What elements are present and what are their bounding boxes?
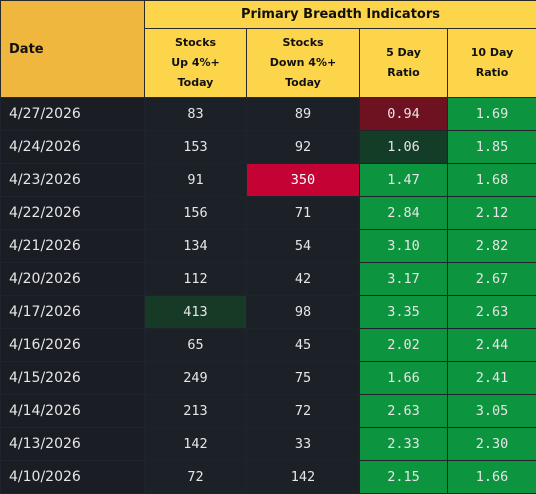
stocks-up-cell: 112 xyxy=(144,262,247,296)
stocks-up-cell: 156 xyxy=(144,196,247,230)
ten-day-ratio-cell: 1.66 xyxy=(446,460,536,494)
five-day-ratio-cell: 3.35 xyxy=(359,295,448,329)
stocks-down-cell: 75 xyxy=(246,361,360,395)
ten-day-ratio-cell: 2.63 xyxy=(446,295,536,329)
stocks-down-cell: 71 xyxy=(246,196,360,230)
ten-day-ratio-cell: 2.12 xyxy=(446,196,536,230)
five-day-ratio-cell: 3.17 xyxy=(359,262,448,296)
date-column-header[interactable]: Date xyxy=(0,0,145,98)
stocks-up-cell: 134 xyxy=(144,229,247,263)
date-cell: 4/21/2026 xyxy=(0,229,145,263)
table-header: Date Primary Breadth Indicators Stocks U… xyxy=(0,0,536,98)
primary-breadth-group-header: Primary Breadth Indicators xyxy=(143,0,536,29)
five-day-ratio-cell: 1.47 xyxy=(359,163,448,197)
five-day-ratio-cell: 2.33 xyxy=(359,427,448,461)
ten-day-ratio-cell: 1.69 xyxy=(446,97,536,131)
stocks-down-cell: 92 xyxy=(246,130,360,164)
ten-day-ratio-cell: 2.41 xyxy=(446,361,536,395)
date-cell: 4/10/2026 xyxy=(0,460,145,494)
stocks-up-column-header[interactable]: Stocks Up 4%+ Today xyxy=(144,28,247,98)
five-day-ratio-cell: 2.02 xyxy=(359,328,448,362)
five-day-ratio-cell: 2.15 xyxy=(359,460,448,494)
stocks-down-cell: 89 xyxy=(246,97,360,131)
table-row[interactable]: 4/15/2026 249 75 1.66 2.41 xyxy=(0,361,536,395)
stocks-down-cell: 54 xyxy=(246,229,360,263)
table-row[interactable]: 4/24/2026 153 92 1.06 1.85 xyxy=(0,130,536,164)
table-row[interactable]: 4/14/2026 213 72 2.63 3.05 xyxy=(0,394,536,428)
ten-day-ratio-cell: 3.05 xyxy=(446,394,536,428)
stocks-down-cell: 42 xyxy=(246,262,360,296)
stocks-up-cell: 153 xyxy=(144,130,247,164)
date-cell: 4/14/2026 xyxy=(0,394,145,428)
stocks-up-cell: 72 xyxy=(144,460,247,494)
stocks-up-cell: 413 xyxy=(144,295,247,329)
date-cell: 4/17/2026 xyxy=(0,295,145,329)
five-day-ratio-column-header[interactable]: 5 Day Ratio xyxy=(359,28,448,98)
table-row[interactable]: 4/23/2026 91 350 1.47 1.68 xyxy=(0,163,536,197)
five-day-ratio-cell: 2.84 xyxy=(359,196,448,230)
ten-day-ratio-cell: 2.82 xyxy=(446,229,536,263)
date-cell: 4/23/2026 xyxy=(0,163,145,197)
stocks-down-cell: 45 xyxy=(246,328,360,362)
date-cell: 4/27/2026 xyxy=(0,97,145,131)
table-row[interactable]: 4/17/2026 413 98 3.35 2.63 xyxy=(0,295,536,329)
table-row[interactable]: 4/27/2026 83 89 0.94 1.69 xyxy=(0,97,536,131)
table-body: 4/27/2026 83 89 0.94 1.69 4/24/2026 153 92 1.06 1… xyxy=(0,97,536,494)
stocks-up-cell: 142 xyxy=(144,427,247,461)
table-row[interactable]: 4/16/2026 65 45 2.02 2.44 xyxy=(0,328,536,362)
ten-day-ratio-cell: 2.44 xyxy=(446,328,536,362)
five-day-ratio-cell: 1.66 xyxy=(359,361,448,395)
date-cell: 4/22/2026 xyxy=(0,196,145,230)
ten-day-ratio-cell: 1.68 xyxy=(446,163,536,197)
ten-day-ratio-cell: 2.67 xyxy=(446,262,536,296)
table-row[interactable]: 4/20/2026 112 42 3.17 2.67 xyxy=(0,262,536,296)
stocks-up-cell: 65 xyxy=(144,328,247,362)
table-row[interactable]: 4/10/2026 72 142 2.15 1.66 xyxy=(0,460,536,494)
date-cell: 4/13/2026 xyxy=(0,427,145,461)
ten-day-ratio-column-header[interactable]: 10 Day Ratio xyxy=(446,28,536,98)
date-cell: 4/15/2026 xyxy=(0,361,145,395)
ten-day-ratio-cell: 1.85 xyxy=(446,130,536,164)
table-row[interactable]: 4/21/2026 134 54 3.10 2.82 xyxy=(0,229,536,263)
stocks-down-cell: 33 xyxy=(246,427,360,461)
five-day-ratio-cell: 3.10 xyxy=(359,229,448,263)
five-day-ratio-cell: 0.94 xyxy=(359,97,448,131)
stocks-down-cell: 98 xyxy=(246,295,360,329)
table-row[interactable]: 4/13/2026 142 33 2.33 2.30 xyxy=(0,427,536,461)
stocks-down-cell: 350 xyxy=(246,163,360,197)
five-day-ratio-cell: 1.06 xyxy=(359,130,448,164)
stocks-up-cell: 91 xyxy=(144,163,247,197)
stocks-up-cell: 83 xyxy=(144,97,247,131)
stocks-down-cell: 142 xyxy=(246,460,360,494)
stocks-down-cell: 72 xyxy=(246,394,360,428)
date-cell: 4/24/2026 xyxy=(0,130,145,164)
ten-day-ratio-cell: 2.30 xyxy=(446,427,536,461)
stocks-up-cell: 213 xyxy=(144,394,247,428)
table-row[interactable]: 4/22/2026 156 71 2.84 2.12 xyxy=(0,196,536,230)
stocks-down-column-header[interactable]: Stocks Down 4%+ Today xyxy=(246,28,360,98)
date-cell: 4/16/2026 xyxy=(0,328,145,362)
stocks-up-cell: 249 xyxy=(144,361,247,395)
five-day-ratio-cell: 2.63 xyxy=(359,394,448,428)
date-cell: 4/20/2026 xyxy=(0,262,145,296)
